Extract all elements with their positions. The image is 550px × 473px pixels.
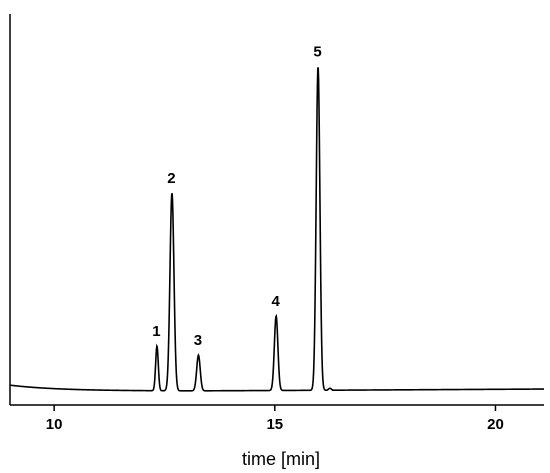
chromatogram-trace: [9, 67, 544, 392]
axes: [9, 14, 544, 406]
x-axis-title: time [min]: [242, 449, 320, 469]
x-tick-label: 10: [46, 416, 63, 433]
peak-label: 2: [167, 170, 175, 187]
peak-label: 1: [152, 323, 160, 340]
peak-labels: 1 2 3 4 5: [152, 43, 321, 349]
peak-label: 4: [271, 293, 280, 310]
peak-label: 3: [194, 332, 202, 349]
x-tick-label: 15: [266, 416, 283, 433]
peak-label: 5: [313, 43, 321, 60]
x-ticks: 10 15 20: [46, 405, 504, 433]
x-tick-label: 20: [487, 416, 504, 433]
